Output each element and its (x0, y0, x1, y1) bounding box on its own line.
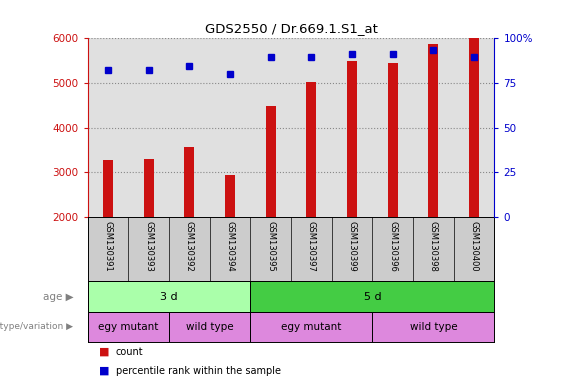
Bar (469, 38, 479, 217)
Bar (250, 312, 372, 342)
Text: ■: ■ (99, 366, 110, 376)
Bar (347, 61, 357, 217)
Bar (103, 161, 113, 217)
Title: GDS2550 / Dr.669.1.S1_at: GDS2550 / Dr.669.1.S1_at (205, 22, 377, 35)
Bar (250, 281, 494, 312)
Bar (428, 43, 438, 217)
Text: egy mutant: egy mutant (281, 322, 341, 332)
Text: 3 d: 3 d (160, 291, 178, 301)
Text: GSM130400: GSM130400 (470, 220, 479, 271)
Bar (184, 147, 194, 217)
Text: wild type: wild type (186, 322, 233, 332)
Text: GSM130393: GSM130393 (144, 220, 153, 271)
Text: ■: ■ (99, 347, 110, 357)
Text: GSM130398: GSM130398 (429, 220, 438, 271)
Text: 5 d: 5 d (363, 291, 381, 301)
Text: GSM130392: GSM130392 (185, 220, 194, 271)
Bar (88, 281, 250, 312)
Text: wild type: wild type (410, 322, 457, 332)
Text: GSM130399: GSM130399 (347, 220, 357, 271)
Text: egy mutant: egy mutant (98, 322, 158, 332)
Text: GSM130395: GSM130395 (266, 220, 275, 271)
Text: GSM130391: GSM130391 (103, 220, 112, 271)
Text: GSM130396: GSM130396 (388, 220, 397, 271)
Text: percentile rank within the sample: percentile rank within the sample (116, 366, 281, 376)
Bar (225, 175, 235, 217)
Bar (372, 312, 494, 342)
Text: genotype/variation ▶: genotype/variation ▶ (0, 323, 73, 331)
Bar (266, 106, 276, 217)
Bar (169, 312, 250, 342)
Bar (88, 312, 169, 342)
Text: GSM130394: GSM130394 (225, 220, 234, 271)
Bar (388, 63, 398, 217)
Bar (306, 82, 316, 217)
Text: count: count (116, 347, 144, 357)
Text: age ▶: age ▶ (43, 291, 73, 301)
Text: GSM130397: GSM130397 (307, 220, 316, 271)
Bar (144, 159, 154, 217)
